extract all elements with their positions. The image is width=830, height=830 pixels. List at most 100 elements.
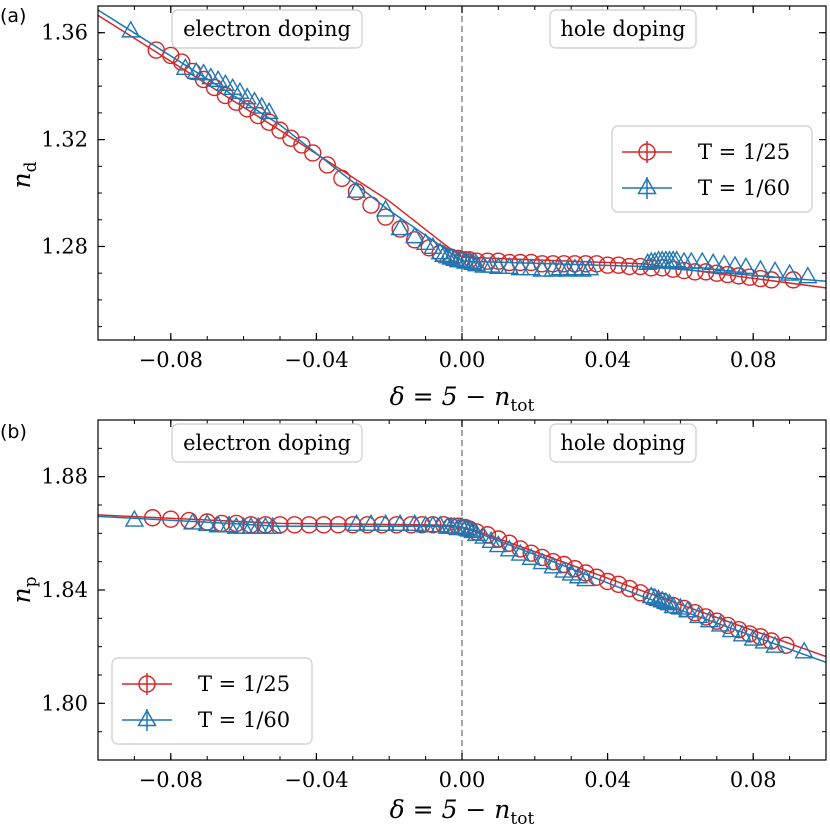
panel-b-label: (b) — [0, 421, 27, 443]
panel-a-label: (a) — [0, 5, 26, 27]
data-point-t60 — [481, 530, 501, 549]
data-point-t60 — [193, 63, 214, 81]
data-point-t60 — [721, 620, 742, 638]
ylabel-subscript: d — [21, 161, 41, 172]
data-point-t60 — [754, 631, 774, 649]
xlabel-subscript: tot — [510, 396, 534, 416]
legend-label-t60: T = 1/60 — [198, 708, 290, 732]
data-point-t60 — [459, 519, 479, 537]
panel-b-ylabel: np — [7, 576, 41, 603]
x-tick-label: 0.04 — [584, 768, 631, 792]
y-tick-label: 1.80 — [41, 691, 88, 715]
x-tick-label: −0.08 — [139, 348, 203, 372]
y-tick-label: 1.36 — [41, 21, 88, 45]
data-point-t25 — [555, 555, 573, 574]
data-point-t25 — [285, 516, 304, 534]
data-point-t25 — [719, 616, 737, 635]
panel-b-legend: T = 1/25 T = 1/60 — [111, 657, 313, 745]
data-point-t60 — [390, 513, 410, 532]
legend-box — [111, 657, 313, 745]
data-point-t60 — [346, 180, 367, 198]
data-point-t60 — [263, 516, 283, 534]
legend-box — [611, 125, 813, 213]
data-point-t25 — [344, 516, 362, 534]
data-point-t60 — [488, 535, 509, 553]
data-point-t25 — [598, 572, 617, 591]
data-point-t60 — [692, 251, 712, 269]
data-point-t60 — [714, 254, 734, 272]
data-point-t60 — [521, 547, 541, 566]
data-point-t25 — [387, 516, 406, 534]
data-point-t60 — [124, 509, 145, 527]
data-point-t60 — [794, 641, 814, 659]
xlabel-main: δ = 5 − n — [390, 382, 511, 411]
data-point-t60 — [779, 263, 800, 281]
data-point-t60 — [244, 91, 265, 109]
panel-a-ticks: −0.08 −0.04 0.00 0.04 0.08 1.28 1.32 1.36 — [41, 5, 827, 372]
legend-label-t25: T = 1/25 — [198, 672, 290, 696]
data-point-t60 — [346, 513, 367, 532]
panel-b-xlabel: δ = 5 − ntot — [390, 795, 535, 829]
annotation-hole-doping: hole doping — [560, 431, 685, 455]
panel-a: (a) −0.08 −0.04 0.00 0.04 0.08 1.28 1.32 1.36 e… — [0, 5, 827, 416]
data-point-t60 — [182, 512, 203, 530]
x-tick-label: −0.04 — [284, 348, 348, 372]
x-tick-label: 0.08 — [730, 768, 777, 792]
legend-marker-triangle — [137, 708, 157, 727]
annotation-box — [171, 423, 363, 463]
legend-label-t60: T = 1/60 — [698, 176, 790, 200]
data-point-t60 — [532, 259, 552, 277]
panel-a-legend: T = 1/25 T = 1/60 — [611, 125, 813, 213]
annotation-electron-doping: electron doping — [183, 431, 351, 455]
data-point-t60 — [645, 251, 665, 269]
data-point-t60 — [703, 252, 723, 271]
data-point-t60 — [743, 628, 763, 646]
data-point-t60 — [430, 242, 450, 260]
data-point-t60 — [656, 591, 676, 609]
legend-label-t25: T = 1/25 — [698, 140, 790, 164]
panel-b-annotation-hole: hole doping — [549, 423, 697, 463]
data-point-t60 — [699, 610, 720, 628]
data-point-t60 — [197, 513, 217, 532]
data-point-t25 — [373, 516, 391, 534]
data-point-t25 — [533, 548, 551, 567]
data-point-t60 — [474, 526, 494, 544]
data-point-t25 — [376, 208, 395, 226]
data-point-t60 — [750, 259, 771, 277]
data-point-t60 — [237, 87, 257, 105]
y-tick-label: 1.28 — [41, 234, 88, 258]
data-point-t25 — [544, 552, 562, 571]
data-point-t25 — [522, 544, 540, 562]
data-point-t60 — [404, 513, 425, 532]
data-point-t25 — [708, 612, 726, 630]
ylabel-symbol: n — [7, 587, 36, 603]
data-point-t60 — [375, 199, 396, 217]
data-point-t60 — [423, 236, 443, 255]
panel-a-plot — [98, 9, 826, 289]
data-point-t60 — [463, 252, 483, 271]
data-point-t60 — [688, 605, 709, 624]
data-point-t60 — [252, 96, 272, 114]
y-tick-label: 1.88 — [41, 465, 88, 489]
data-point-t60 — [499, 256, 520, 275]
data-point-t25 — [304, 144, 322, 162]
data-point-t25 — [740, 625, 759, 643]
data-point-t25 — [762, 271, 781, 289]
data-point-t25 — [358, 516, 377, 534]
data-point-t60 — [543, 259, 563, 277]
data-point-t25 — [566, 560, 584, 578]
data-point-t60 — [510, 258, 530, 276]
panel-a-annotation-hole: hole doping — [549, 9, 697, 49]
data-point-t25 — [500, 534, 519, 552]
xlabel-main: δ = 5 − n — [390, 795, 511, 824]
data-point-t60 — [765, 635, 785, 653]
x-tick-label: −0.08 — [139, 768, 203, 792]
panel-a-annotation-electron: electron doping — [171, 9, 363, 49]
data-point-t60 — [677, 600, 698, 618]
data-point-t60 — [557, 259, 578, 277]
data-point-t60 — [579, 258, 600, 276]
data-point-t60 — [121, 20, 141, 38]
x-tick-label: −0.04 — [284, 768, 348, 792]
data-point-t60 — [510, 543, 530, 561]
